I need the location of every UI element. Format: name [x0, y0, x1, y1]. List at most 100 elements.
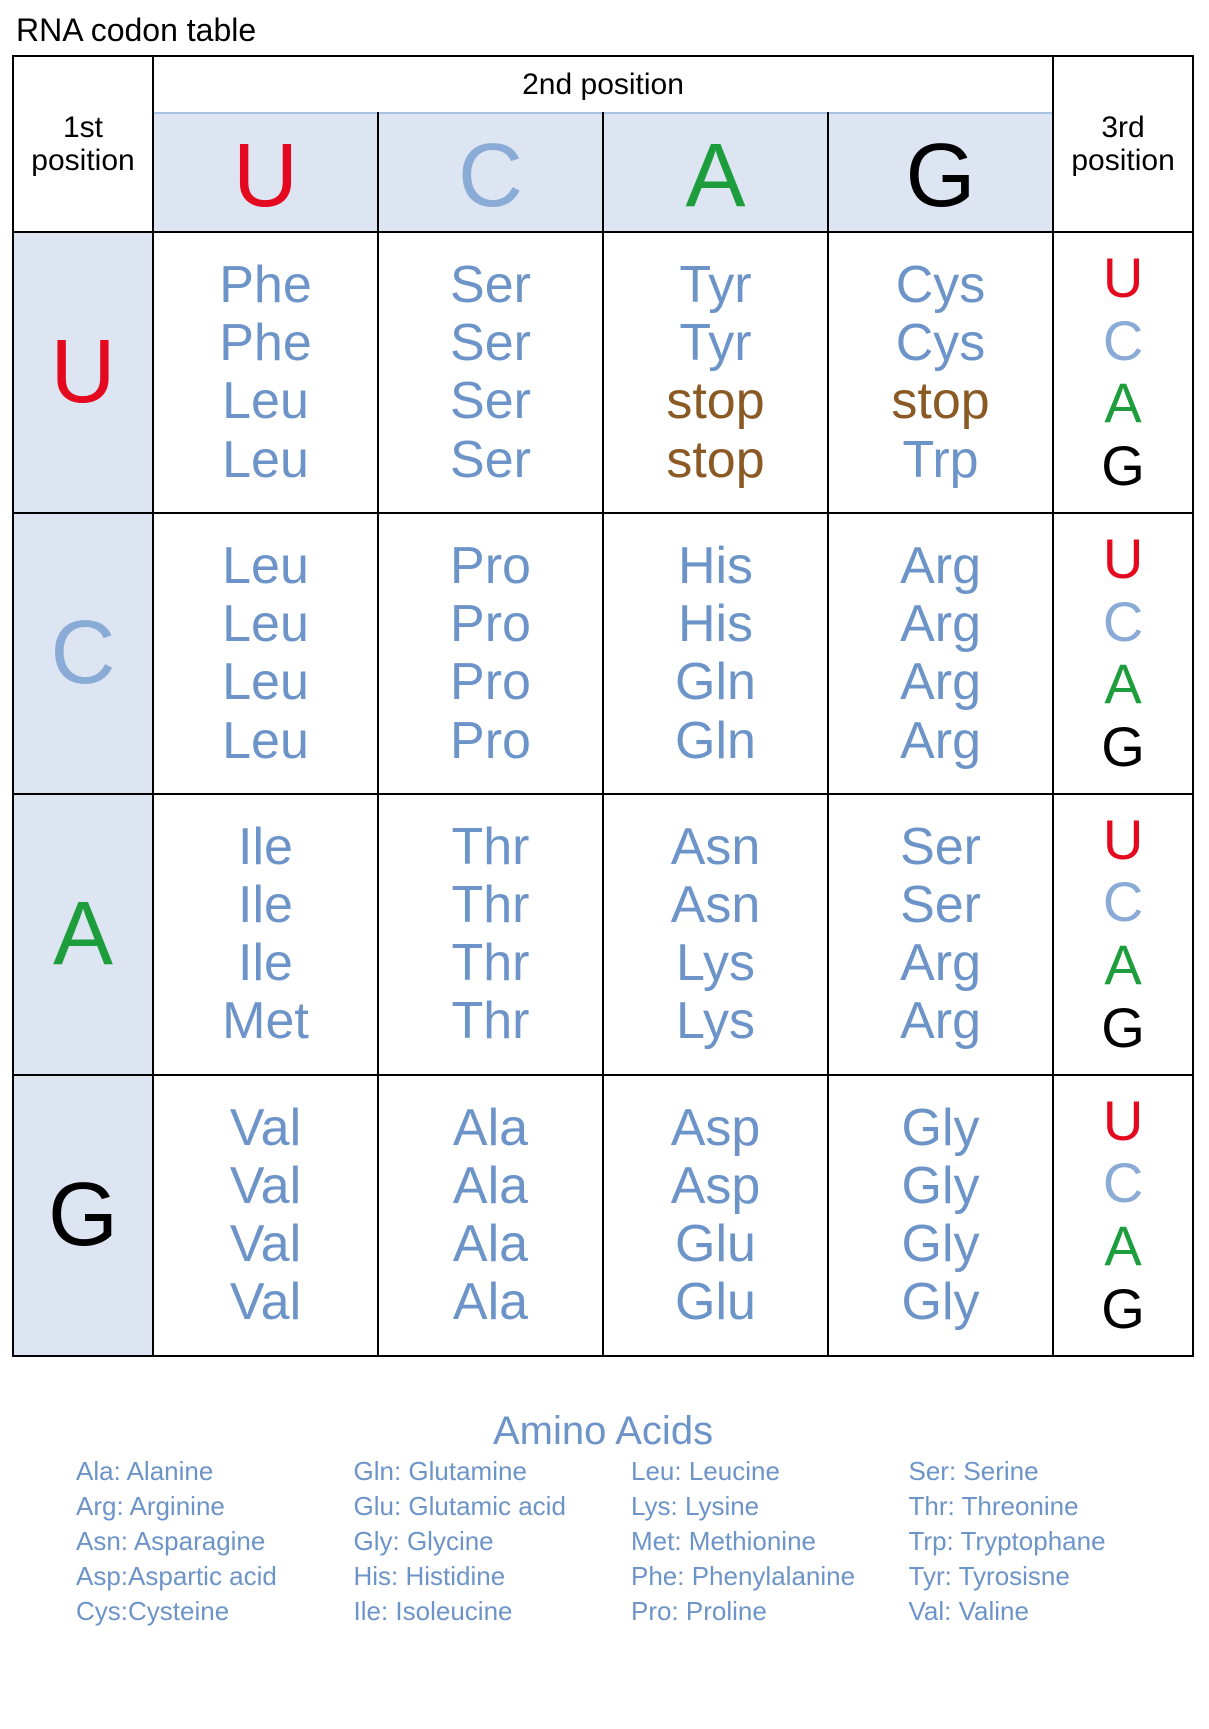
- legend-item: Glu: Glutamic acid: [354, 1489, 622, 1524]
- amino-val: Val: [158, 1157, 373, 1215]
- third-base-C: C: [1058, 591, 1188, 654]
- codon-cell-AC: ThrThrThrThr: [378, 794, 603, 1075]
- page-title: RNA codon table: [16, 12, 1197, 49]
- amino-leu: Leu: [158, 372, 373, 430]
- amino-pro: Pro: [383, 595, 598, 653]
- amino-ser: Ser: [383, 431, 598, 489]
- third-base-G: G: [1058, 1278, 1188, 1341]
- legend-item: Cys:Cysteine: [76, 1594, 344, 1629]
- codon-cell-UC: SerSerSerSer: [378, 232, 603, 513]
- col-header-C: C: [378, 112, 603, 232]
- amino-trp: Trp: [833, 431, 1048, 489]
- amino-pro: Pro: [383, 653, 598, 711]
- amino-ser: Ser: [833, 818, 1048, 876]
- amino-pro: Pro: [383, 537, 598, 595]
- amino-ala: Ala: [383, 1273, 598, 1331]
- amino-gly: Gly: [833, 1273, 1048, 1331]
- legend-item: Ile: Isoleucine: [354, 1594, 622, 1629]
- amino-ile: Ile: [158, 818, 373, 876]
- col-header-A: A: [603, 112, 828, 232]
- third-base-A: A: [1058, 1215, 1188, 1278]
- amino-leu: Leu: [158, 712, 373, 770]
- amino-arg: Arg: [833, 595, 1048, 653]
- codon-table: 1st position 2nd position 3rd position U…: [12, 55, 1194, 1426]
- legend-item: Thr: Threonine: [909, 1489, 1177, 1524]
- codon-cell-AU: IleIleIleMet: [153, 794, 378, 1075]
- row-header-U: U: [13, 232, 153, 513]
- amino-asn: Asn: [608, 818, 823, 876]
- amino-gly: Gly: [833, 1157, 1048, 1215]
- row-header-C: C: [13, 513, 153, 794]
- amino-acids-label: Amino Acids: [153, 1409, 1053, 1454]
- third-position-label: 3rd position: [1053, 56, 1193, 232]
- third-position-C: UCAG: [1053, 513, 1193, 794]
- codon-cell-GA: AspAspGluGlu: [603, 1075, 828, 1356]
- amino-thr: Thr: [383, 992, 598, 1050]
- amino-ser: Ser: [383, 314, 598, 372]
- legend-item: Asn: Asparagine: [76, 1524, 344, 1559]
- amino-ala: Ala: [383, 1099, 598, 1157]
- legend-item: Met: Methionine: [631, 1524, 899, 1559]
- codon-cell-GU: ValValValVal: [153, 1075, 378, 1356]
- legend-item: Gly: Glycine: [354, 1524, 622, 1559]
- col-header-G: G: [828, 112, 1053, 232]
- stop-codon: stop: [608, 431, 823, 489]
- third-base-A: A: [1058, 653, 1188, 716]
- amino-his: His: [608, 537, 823, 595]
- amino-leu: Leu: [158, 653, 373, 711]
- amino-asp: Asp: [608, 1099, 823, 1157]
- legend-item: Asp:Aspartic acid: [76, 1559, 344, 1594]
- legend-item: His: Histidine: [354, 1559, 622, 1594]
- third-position-A: UCAG: [1053, 794, 1193, 1075]
- amino-cys: Cys: [833, 314, 1048, 372]
- third-position-U: UCAG: [1053, 232, 1193, 513]
- legend-item: Lys: Lysine: [631, 1489, 899, 1524]
- row-header-G: G: [13, 1075, 153, 1356]
- amino-ser: Ser: [833, 876, 1048, 934]
- legend-item: Leu: Leucine: [631, 1454, 899, 1489]
- amino-ile: Ile: [158, 934, 373, 992]
- amino-gln: Gln: [608, 653, 823, 711]
- codon-cell-GC: AlaAlaAlaAla: [378, 1075, 603, 1356]
- legend-column: Ser: SerineThr: ThreonineTrp: Tryptophan…: [909, 1454, 1177, 1629]
- amino-leu: Leu: [158, 537, 373, 595]
- legend-item: Tyr: Tyrosisne: [909, 1559, 1177, 1594]
- amino-gln: Gln: [608, 712, 823, 770]
- third-base-G: G: [1058, 716, 1188, 779]
- amino-cys: Cys: [833, 256, 1048, 314]
- amino-thr: Thr: [383, 876, 598, 934]
- amino-tyr: Tyr: [608, 256, 823, 314]
- base-header-row: UCAG: [13, 112, 1193, 232]
- third-base-A: A: [1058, 372, 1188, 435]
- third-base-G: G: [1058, 997, 1188, 1060]
- amino-ile: Ile: [158, 876, 373, 934]
- legend-item: Gln: Glutamine: [354, 1454, 622, 1489]
- amino-arg: Arg: [833, 934, 1048, 992]
- amino-ser: Ser: [383, 256, 598, 314]
- third-base-U: U: [1058, 1090, 1188, 1153]
- legend-item: Phe: Phenylalanine: [631, 1559, 899, 1594]
- codon-cell-CU: LeuLeuLeuLeu: [153, 513, 378, 794]
- legend-column: Gln: GlutamineGlu: Glutamic acidGly: Gly…: [354, 1454, 622, 1629]
- amino-val: Val: [158, 1215, 373, 1273]
- codon-cell-CA: HisHisGlnGln: [603, 513, 828, 794]
- codon-cell-UA: TyrTyrstopstop: [603, 232, 828, 513]
- amino-glu: Glu: [608, 1215, 823, 1273]
- legend-column: Leu: LeucineLys: LysineMet: MethioninePh…: [631, 1454, 899, 1629]
- amino-val: Val: [158, 1273, 373, 1331]
- third-position-G: UCAG: [1053, 1075, 1193, 1356]
- amino-ala: Ala: [383, 1157, 598, 1215]
- row-header-A: A: [13, 794, 153, 1075]
- amino-his: His: [608, 595, 823, 653]
- amino-val: Val: [158, 1099, 373, 1157]
- amino-gly: Gly: [833, 1215, 1048, 1273]
- amino-arg: Arg: [833, 653, 1048, 711]
- codon-cell-AA: AsnAsnLysLys: [603, 794, 828, 1075]
- amino-asn: Asn: [608, 876, 823, 934]
- amino-met: Met: [158, 992, 373, 1050]
- legend-item: Arg: Arginine: [76, 1489, 344, 1524]
- codon-cell-GG: GlyGlyGlyGly: [828, 1075, 1053, 1356]
- codon-cell-UG: CysCysstopTrp: [828, 232, 1053, 513]
- legend-item: Trp: Tryptophane: [909, 1524, 1177, 1559]
- codon-cell-CC: ProProProPro: [378, 513, 603, 794]
